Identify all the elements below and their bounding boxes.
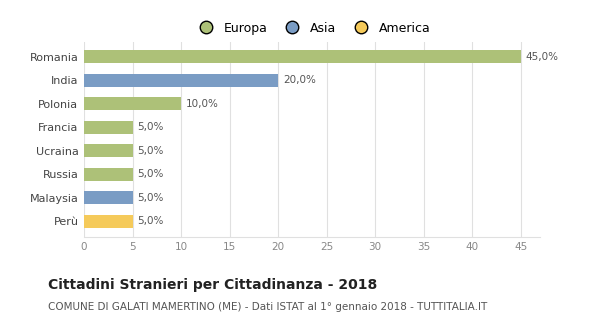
Bar bbox=[84, 98, 181, 110]
Bar bbox=[84, 74, 278, 87]
Text: 10,0%: 10,0% bbox=[186, 99, 219, 109]
Bar bbox=[84, 191, 133, 204]
Text: 5,0%: 5,0% bbox=[137, 146, 164, 156]
Bar bbox=[84, 215, 133, 228]
Bar bbox=[84, 121, 133, 134]
Legend: Europa, Asia, America: Europa, Asia, America bbox=[188, 17, 436, 40]
Text: 5,0%: 5,0% bbox=[137, 123, 164, 132]
Text: Cittadini Stranieri per Cittadinanza - 2018: Cittadini Stranieri per Cittadinanza - 2… bbox=[48, 278, 377, 292]
Text: 5,0%: 5,0% bbox=[137, 216, 164, 227]
Text: 5,0%: 5,0% bbox=[137, 193, 164, 203]
Bar bbox=[84, 168, 133, 181]
Text: 5,0%: 5,0% bbox=[137, 170, 164, 180]
Text: 20,0%: 20,0% bbox=[283, 76, 316, 85]
Bar bbox=[84, 51, 521, 63]
Bar bbox=[84, 145, 133, 157]
Text: 45,0%: 45,0% bbox=[526, 52, 559, 62]
Text: COMUNE DI GALATI MAMERTINO (ME) - Dati ISTAT al 1° gennaio 2018 - TUTTITALIA.IT: COMUNE DI GALATI MAMERTINO (ME) - Dati I… bbox=[48, 302, 487, 312]
